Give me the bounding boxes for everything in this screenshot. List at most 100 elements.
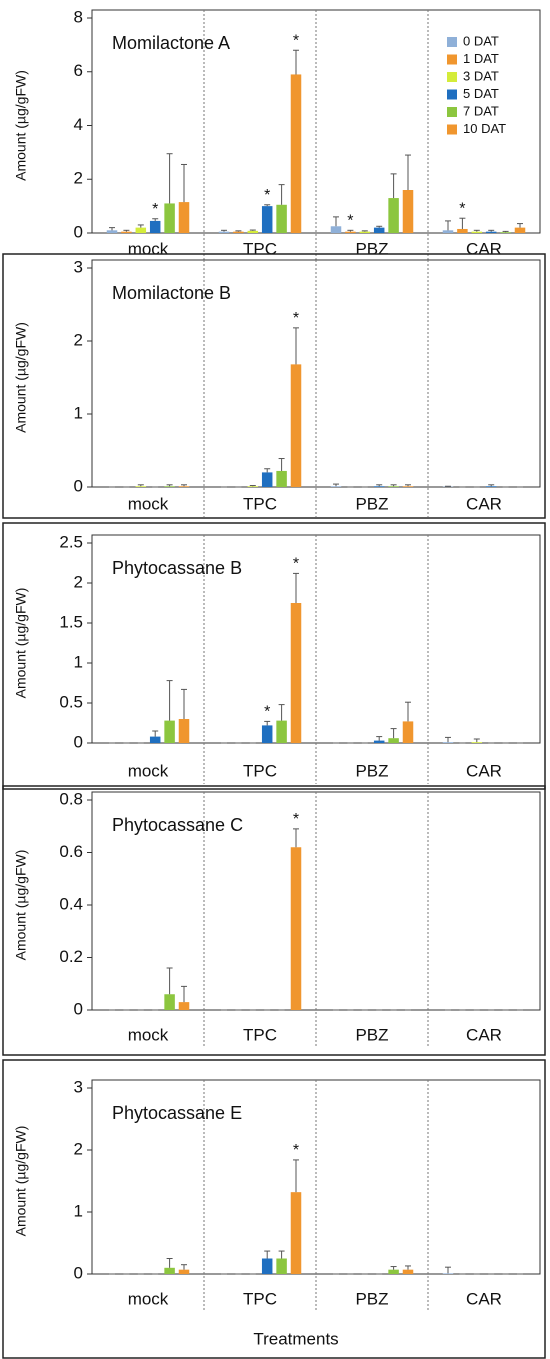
y-tick-label: 3	[74, 1077, 83, 1096]
x-tick-label: mock	[128, 494, 169, 513]
y-tick-label: 0	[74, 732, 83, 751]
y-tick-label: 0.6	[59, 842, 83, 861]
panel-frame	[2, 785, 546, 1056]
y-tick-label: 1	[74, 1201, 83, 1220]
significance-mark: *	[152, 201, 158, 218]
y-tick-label: 1	[74, 403, 83, 422]
x-tick-label: mock	[128, 1289, 169, 1308]
bar	[402, 190, 414, 233]
bar	[261, 472, 273, 487]
bar	[247, 230, 259, 233]
x-tick-label: TPC	[243, 1025, 277, 1044]
bar	[388, 1269, 399, 1274]
bar	[178, 486, 190, 487]
bar	[388, 738, 399, 743]
bar	[471, 231, 483, 233]
chart-title: Phytocassane C	[112, 815, 243, 835]
y-tick-label: 1.5	[59, 612, 83, 631]
bar	[164, 720, 175, 743]
y-tick-label: 2	[74, 330, 83, 349]
bar	[457, 228, 468, 233]
bar	[442, 1273, 454, 1274]
x-tick-label: PBZ	[355, 494, 388, 513]
y-axis-label: Amount (µg/gFW)	[13, 322, 29, 433]
x-axis-label: Treatments	[253, 1329, 338, 1348]
x-tick-label: PBZ	[355, 1025, 388, 1044]
bar	[135, 227, 147, 233]
bar	[442, 230, 454, 233]
x-tick-label: mock	[128, 761, 169, 780]
bar	[261, 725, 273, 743]
bar	[402, 486, 414, 487]
bar	[514, 227, 526, 233]
y-tick-label: 0	[74, 222, 83, 241]
bar	[164, 203, 175, 233]
x-tick-label: TPC	[243, 239, 277, 258]
x-tick-label: CAR	[466, 761, 502, 780]
x-tick-label: PBZ	[355, 761, 388, 780]
x-tick-label: TPC	[243, 494, 277, 513]
y-tick-label: 0.4	[59, 894, 83, 913]
bar	[373, 227, 385, 233]
significance-mark: *	[459, 200, 465, 217]
y-tick-label: 8	[74, 7, 83, 26]
legend-swatch	[447, 72, 457, 82]
bar	[261, 1258, 273, 1274]
panel-frame	[2, 253, 546, 519]
bar	[247, 486, 259, 487]
y-tick-label: 2.5	[59, 532, 83, 551]
bar	[485, 231, 497, 233]
bar	[388, 198, 399, 233]
y-tick-label: 0	[74, 476, 83, 495]
bar	[290, 1192, 302, 1274]
y-axis-label: Amount (µg/gFW)	[13, 70, 29, 181]
bar	[402, 721, 414, 743]
legend-swatch	[447, 107, 457, 117]
legend-label: 1 DAT	[463, 51, 499, 66]
y-axis-label: Amount (µg/gFW)	[13, 588, 29, 699]
bar	[178, 719, 190, 743]
bar	[373, 740, 385, 743]
bar	[442, 742, 454, 743]
chart-title: Phytocassane B	[112, 558, 242, 578]
bar	[164, 486, 175, 487]
y-tick-label: 0	[74, 999, 83, 1018]
y-tick-label: 2	[74, 1139, 83, 1158]
significance-mark: *	[293, 310, 299, 327]
y-axis-label: Amount (µg/gFW)	[13, 850, 29, 961]
bar	[485, 486, 497, 487]
legend-label: 7 DAT	[463, 103, 499, 118]
bar	[345, 231, 356, 233]
bar	[218, 231, 230, 233]
y-tick-label: 0.2	[59, 947, 83, 966]
significance-mark: *	[293, 1142, 299, 1159]
bar	[330, 226, 342, 233]
bar	[149, 220, 161, 233]
y-tick-label: 3	[74, 257, 83, 276]
bar	[135, 486, 147, 487]
bar	[276, 1258, 287, 1274]
bar	[261, 206, 273, 233]
x-tick-label: PBZ	[355, 239, 388, 258]
y-tick-label: 0.8	[59, 789, 83, 808]
bar	[359, 231, 371, 233]
panel-frame	[2, 1059, 546, 1359]
significance-mark: *	[347, 213, 353, 230]
y-axis-label: Amount (µg/gFW)	[13, 1126, 29, 1237]
y-tick-label: 2	[74, 572, 83, 591]
bar	[290, 364, 302, 487]
bar	[233, 231, 244, 233]
significance-mark: *	[293, 32, 299, 49]
bar	[290, 603, 302, 743]
bar	[276, 720, 287, 743]
x-tick-label: TPC	[243, 761, 277, 780]
legend-label: 0 DAT	[463, 33, 499, 48]
chart-title: Momilactone B	[112, 283, 231, 303]
legend-swatch	[447, 89, 457, 100]
x-tick-label: mock	[128, 1025, 169, 1044]
bar	[106, 230, 118, 233]
x-tick-label: PBZ	[355, 1289, 388, 1308]
legend-label: 10 DAT	[463, 121, 506, 136]
y-tick-label: 0.5	[59, 692, 83, 711]
